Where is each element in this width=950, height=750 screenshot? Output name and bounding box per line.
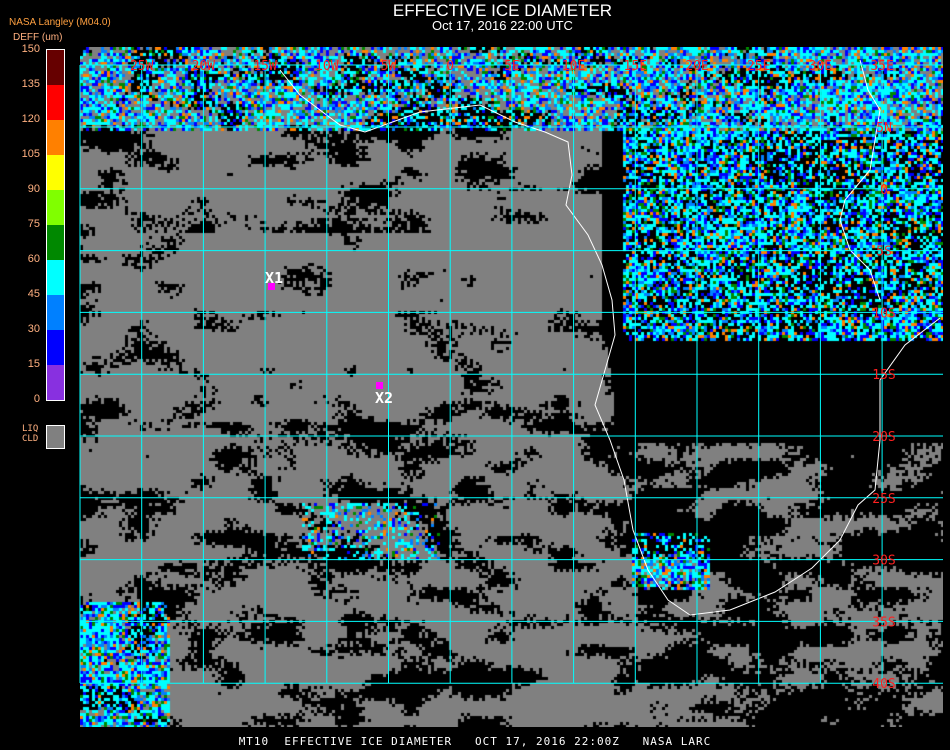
- legend-swatch: [47, 225, 64, 260]
- coastline: [279, 69, 941, 616]
- legend-swatch: [47, 85, 64, 120]
- liquid-cloud-swatch: [46, 425, 65, 449]
- marker-x2: [376, 382, 383, 389]
- legend-tick: 105: [21, 148, 40, 160]
- latitude-label: 20S: [872, 430, 895, 445]
- longitude-label: 30E: [809, 59, 832, 74]
- legend-swatch: [47, 260, 64, 295]
- legend-tick: 150: [21, 43, 40, 55]
- coastline-east: [839, 59, 881, 301]
- latitude-label: 5S: [876, 245, 892, 260]
- latitude-label: 35S: [872, 615, 895, 630]
- latitude-label: 5N: [876, 121, 892, 136]
- latitude-label: 0: [880, 183, 888, 198]
- map-timestamp: Oct 17, 2016 22:00 UTC: [432, 18, 573, 33]
- longitude-label: 20E: [685, 59, 708, 74]
- organization-label: NASA Langley (M04.0): [9, 17, 111, 28]
- legend-swatch: [47, 120, 64, 155]
- legend-swatch: [47, 295, 64, 330]
- latitude-label: 10S: [872, 306, 895, 321]
- longitude-label: 35E: [870, 59, 893, 74]
- longitude-label: 20W: [192, 59, 216, 74]
- latitude-label: 30S: [872, 554, 895, 569]
- legend-swatch: [47, 50, 64, 85]
- legend-swatch: [47, 365, 64, 400]
- legend-tick: 30: [27, 323, 40, 335]
- longitude-label: 25E: [747, 59, 770, 74]
- legend-tick: 120: [21, 113, 40, 125]
- marker-x1-label: X1: [265, 269, 283, 287]
- legend-tick: 135: [21, 78, 40, 90]
- longitude-label: 25W: [130, 59, 154, 74]
- footer-caption: MT10 EFFECTIVE ICE DIAMETER OCT 17, 2016…: [238, 735, 712, 748]
- latitude-label: 15S: [872, 368, 895, 383]
- legend-tick: 75: [27, 218, 40, 230]
- legend-swatch: [47, 155, 64, 190]
- longitude-label: 0: [446, 59, 454, 74]
- longitude-label: 10E: [562, 59, 585, 74]
- marker-x2-label: X2: [375, 389, 393, 407]
- legend-tick: 0: [33, 393, 40, 405]
- legend-swatch: [47, 190, 64, 225]
- legend-tick: 60: [27, 253, 40, 265]
- marker-x1: [268, 283, 275, 290]
- latitude-label: 25S: [872, 492, 895, 507]
- legend-swatch: [47, 330, 64, 365]
- legend-tick: 15: [27, 358, 40, 370]
- legend-tick: 90: [27, 183, 40, 195]
- liquid-cloud-label: LIQ CLD: [22, 424, 39, 444]
- longitude-label: 15W: [253, 59, 277, 74]
- legend-colorbar: [46, 49, 65, 401]
- longitude-label: 5E: [504, 59, 520, 74]
- longitude-label: 5W: [381, 59, 397, 74]
- legend-tick: 45: [27, 288, 40, 300]
- longitude-label: 10W: [315, 59, 339, 74]
- map-title: EFFECTIVE ICE DIAMETER: [392, 1, 613, 20]
- latitude-label: 40S: [872, 677, 895, 692]
- longitude-label: 15E: [624, 59, 647, 74]
- legend-unit: DEFF (um): [13, 32, 63, 43]
